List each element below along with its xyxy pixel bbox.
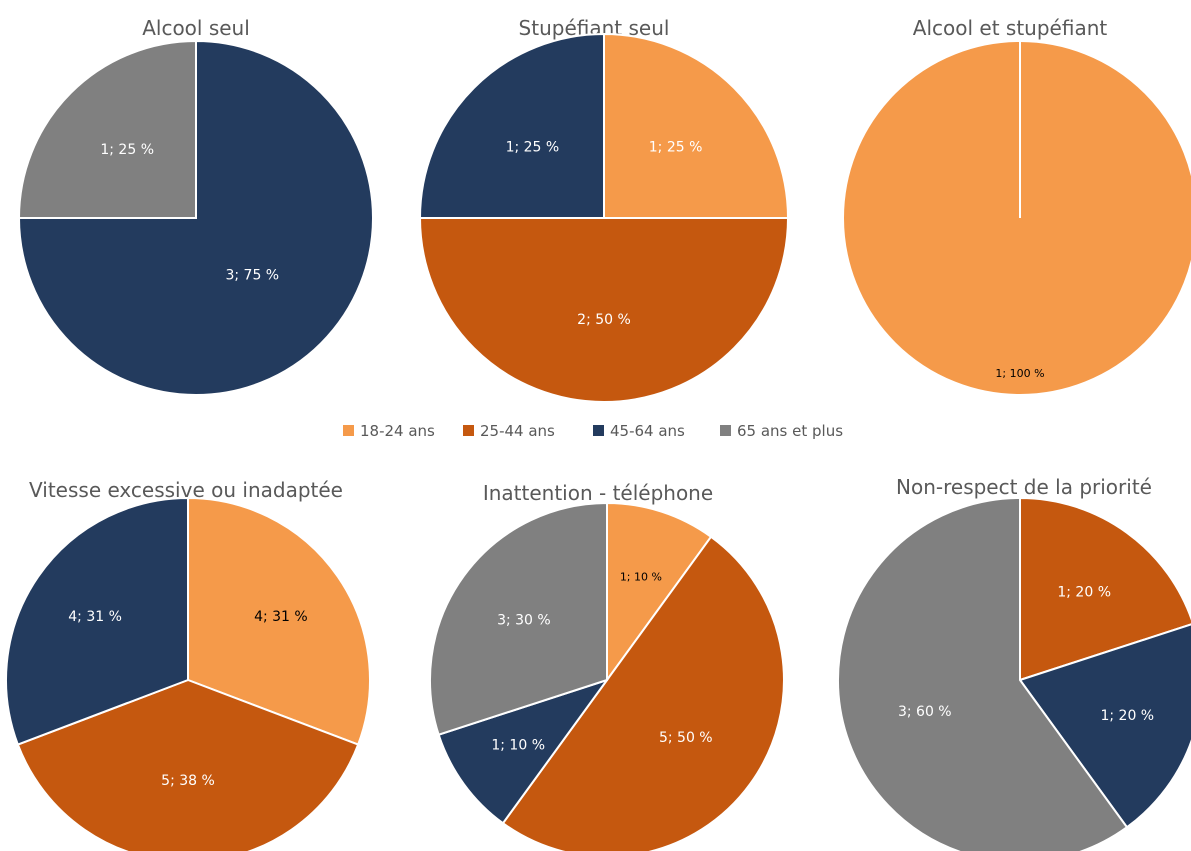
pie-title: Alcool seul bbox=[142, 16, 250, 40]
pie-data-label: 1; 20 % bbox=[1100, 708, 1154, 724]
pie-slice-45-64-ans bbox=[5, 496, 189, 746]
pie-chart-non-respect-de-la-priorite: Non-respect de la priorité 1; 20 % 1; 20 %… bbox=[837, 475, 1191, 851]
pie-title: Inattention - téléphone bbox=[483, 481, 713, 505]
pie-slice-18-24-ans bbox=[842, 40, 1191, 396]
legend-item-45-64-ans: 45-64 ans bbox=[593, 422, 685, 440]
pie-slice-18-24-ans bbox=[603, 32, 790, 219]
pie-title: Non-respect de la priorité bbox=[896, 475, 1152, 499]
pie-title: Alcool et stupéfiant bbox=[913, 16, 1108, 40]
pie-data-label: 1; 25 % bbox=[649, 139, 703, 155]
pie-data-label: 3; 30 % bbox=[497, 613, 551, 629]
pie-chart-alcool-seul: Alcool seul 3; 75 % 1; 25 % bbox=[17, 16, 374, 396]
pie-data-label: 1; 100 % bbox=[995, 367, 1044, 380]
pie-slice-45-64-ans bbox=[1018, 623, 1191, 829]
pie-slice-65-ans-et-plus bbox=[837, 496, 1129, 851]
pie-slice-25-44-ans bbox=[501, 535, 785, 851]
pie-data-label: 4; 31 % bbox=[254, 609, 308, 625]
legend-swatch bbox=[593, 425, 604, 436]
legend-label: 65 ans et plus bbox=[737, 422, 843, 440]
pie-slice-65-ans-et-plus bbox=[17, 39, 197, 219]
pie-data-label: 4; 31 % bbox=[68, 609, 122, 625]
legend-item-25-44-ans: 25-44 ans bbox=[463, 422, 555, 440]
legend-label: 45-64 ans bbox=[610, 422, 685, 440]
legend-item-65-ans-et-plus: 65 ans et plus bbox=[720, 422, 843, 440]
pie-slice-65-ans-et-plus bbox=[429, 501, 608, 736]
legend-swatch bbox=[463, 425, 474, 436]
pie-data-label: 3; 60 % bbox=[898, 704, 952, 720]
pie-data-label: 1; 10 % bbox=[491, 738, 545, 754]
pie-data-label: 1; 25 % bbox=[100, 142, 154, 158]
pie-chart-inattention-telephone: Inattention - téléphone 1; 10 % 5; 50 % 1; … bbox=[429, 481, 785, 851]
legend: 18-24 ans 25-44 ans 45-64 ans 65 ans et plu… bbox=[343, 422, 843, 440]
pie-slice-45-64-ans bbox=[17, 39, 374, 396]
pie-data-label: 3; 75 % bbox=[225, 267, 279, 283]
pie-data-label: 1; 20 % bbox=[1057, 585, 1111, 601]
legend-swatch bbox=[720, 425, 731, 436]
pie-slice-18-24-ans bbox=[606, 501, 713, 684]
pie-slice-25-44-ans bbox=[418, 217, 790, 403]
pie-slice-25-44-ans bbox=[16, 678, 360, 851]
legend-label: 25-44 ans bbox=[480, 422, 555, 440]
pie-data-label: 5; 38 % bbox=[161, 773, 215, 789]
pie-data-label: 1; 10 % bbox=[620, 571, 662, 584]
pie-chart-alcool-et-stupefiant: Alcool et stupéfiant 1; 100 % bbox=[842, 16, 1191, 396]
pie-slice-45-64-ans bbox=[418, 32, 605, 219]
legend-swatch bbox=[343, 425, 354, 436]
pie-slice-25-44-ans bbox=[1019, 496, 1191, 682]
pie-slice-45-64-ans bbox=[437, 678, 610, 825]
pie-data-label: 2; 50 % bbox=[577, 312, 631, 328]
pie-slice-18-24-ans bbox=[187, 496, 371, 746]
pie-data-label: 1; 25 % bbox=[506, 139, 560, 155]
legend-label: 18-24 ans bbox=[360, 422, 435, 440]
pie-data-label: 5; 50 % bbox=[659, 730, 713, 746]
legend-item-18-24-ans: 18-24 ans bbox=[343, 422, 435, 440]
